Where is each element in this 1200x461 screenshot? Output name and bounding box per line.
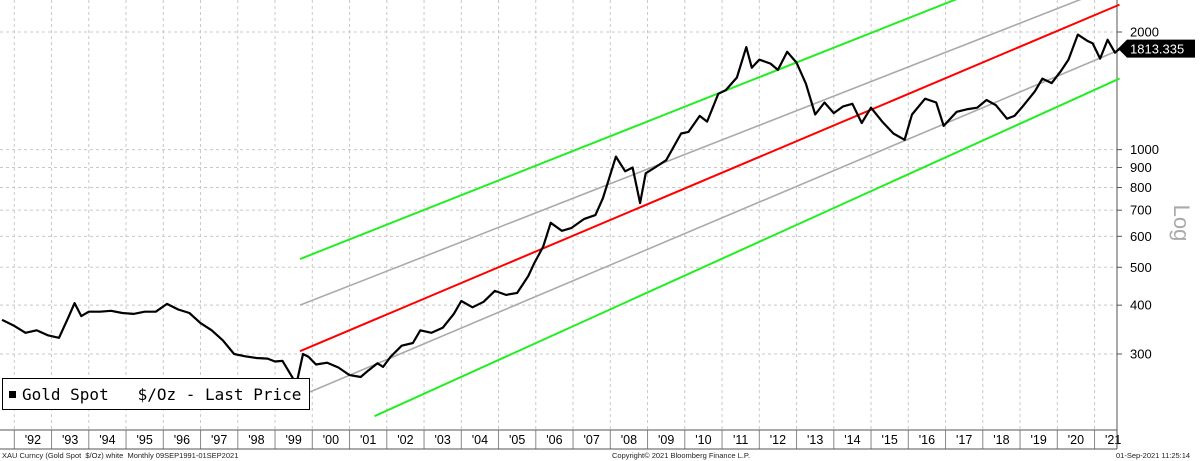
last-price-value: 1813.335 bbox=[1130, 42, 1184, 57]
x-tick-label: '02 bbox=[397, 433, 413, 447]
x-tick-label: '97 bbox=[211, 433, 227, 447]
gold-price-line bbox=[1, 33, 1121, 381]
x-tick-label: '19 bbox=[1031, 433, 1047, 447]
y-tick-label: 700 bbox=[1130, 203, 1152, 218]
y-tick-label: 400 bbox=[1130, 298, 1152, 313]
x-tick-label: '99 bbox=[286, 433, 302, 447]
y-tick-label: 2000 bbox=[1130, 25, 1159, 40]
x-tick-label: '92 bbox=[25, 433, 41, 447]
x-tick-label: '95 bbox=[137, 433, 153, 447]
y-tick-label: 900 bbox=[1130, 160, 1152, 175]
plot-area bbox=[0, 0, 1117, 430]
x-tick-label: '21 bbox=[1105, 433, 1121, 447]
channel-upper-inner bbox=[299, 0, 1082, 306]
channel-lower-outer bbox=[374, 77, 1120, 418]
x-tick-label: '07 bbox=[584, 433, 600, 447]
y-axis-title: Log bbox=[1169, 205, 1194, 242]
x-tick-label: '04 bbox=[472, 433, 488, 447]
x-tick-label: '16 bbox=[919, 433, 935, 447]
x-tick-label: '05 bbox=[509, 433, 525, 447]
y-tick-label: 500 bbox=[1130, 260, 1152, 275]
footer-timestamp: 01-Sep-2021 11:25:14 bbox=[1116, 451, 1191, 460]
x-tick-label: '10 bbox=[695, 433, 711, 447]
x-tick-label: '12 bbox=[770, 433, 786, 447]
y-tick-label: 800 bbox=[1130, 180, 1152, 195]
x-tick-label: '08 bbox=[621, 433, 637, 447]
x-tick-label: '09 bbox=[658, 433, 674, 447]
y-tick-label: 600 bbox=[1130, 229, 1152, 244]
x-tick-label: '98 bbox=[248, 433, 264, 447]
x-tick-label: '93 bbox=[62, 433, 78, 447]
x-tick-label: '14 bbox=[844, 433, 860, 447]
channel-upper-outer bbox=[299, 0, 958, 260]
x-tick-label: '20 bbox=[1068, 433, 1084, 447]
x-tick-label: '01 bbox=[360, 433, 376, 447]
channel-center bbox=[299, 3, 1120, 353]
x-tick-label: '13 bbox=[807, 433, 823, 447]
chart-legend: Gold Spot $/Oz - Last Price bbox=[2, 378, 311, 410]
footer-ticker-info: XAU Curncy (Gold Spot $/Oz) white Monthl… bbox=[2, 451, 239, 460]
y-tick-label: 1000 bbox=[1130, 142, 1159, 157]
x-tick-label: '11 bbox=[733, 433, 748, 447]
x-tick-label: '00 bbox=[323, 433, 339, 447]
channel-lower-inner bbox=[299, 49, 1120, 397]
x-tick-label: '17 bbox=[956, 433, 972, 447]
x-tick-label: '18 bbox=[993, 433, 1009, 447]
x-tick-label: '96 bbox=[174, 433, 190, 447]
x-tick-label: '03 bbox=[435, 433, 451, 447]
legend-swatch bbox=[9, 390, 16, 398]
legend-label: Gold Spot $/Oz - Last Price bbox=[22, 384, 302, 404]
x-tick-label: '94 bbox=[99, 433, 115, 447]
x-tick-label: '15 bbox=[882, 433, 898, 447]
y-tick-label: 300 bbox=[1130, 347, 1152, 362]
footer-copyright: Copyright© 2021 Bloomberg Finance L.P. bbox=[612, 451, 750, 460]
last-price-tag bbox=[1118, 39, 1195, 58]
x-tick-label: '06 bbox=[546, 433, 562, 447]
